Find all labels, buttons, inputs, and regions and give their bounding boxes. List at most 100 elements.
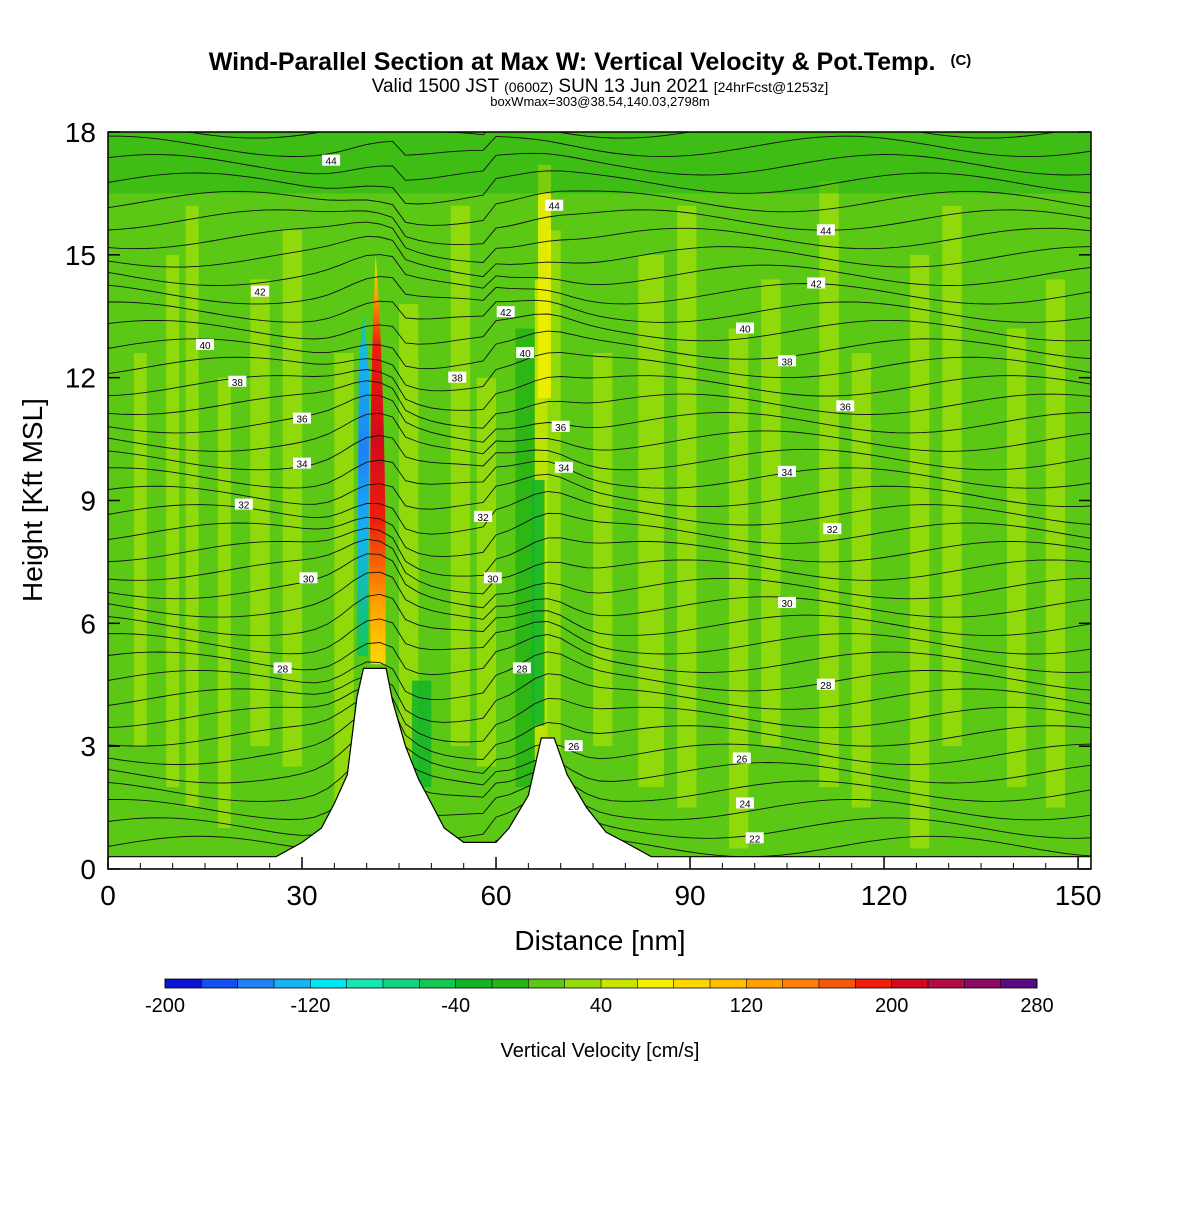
velocity-streak	[761, 279, 781, 747]
isentrope-label: 28	[512, 662, 531, 675]
velocity-streak	[185, 205, 199, 808]
isentrope-label-bg	[807, 277, 826, 289]
isentrope-line	[108, 394, 1091, 443]
isentrope-line	[108, 135, 1091, 158]
colorbar-frame	[164, 978, 1038, 989]
isentrope-label-text: 36	[296, 415, 308, 426]
isentrope-label-bg	[545, 199, 564, 211]
velocity-streak	[450, 205, 471, 747]
isentrope-label: 42	[807, 277, 826, 290]
isentrope-line	[108, 490, 1091, 535]
isentrope-line	[108, 593, 1091, 637]
velocity-streak	[974, 377, 994, 767]
colorbar-tick-label: -40	[441, 995, 470, 1017]
isentrope-label: 44	[322, 154, 341, 168]
subtitle-forecast: [24hrFcst@1253z]	[714, 79, 829, 95]
isentrope-line	[108, 712, 1091, 774]
y-tick-label: 18	[65, 117, 96, 148]
isentrope-line	[108, 276, 1091, 305]
isentrope-line	[108, 221, 1091, 263]
isentrope-label-bg	[250, 285, 269, 297]
colorbar-swatch	[455, 979, 493, 988]
isentrope-line	[108, 435, 1091, 471]
isentrope-label: 36	[293, 412, 312, 426]
isentrope-label-text: 28	[516, 664, 528, 675]
isentrope-label-text: 42	[500, 308, 512, 319]
isentrope-label-text: 32	[827, 525, 839, 536]
colorbar-swatch	[782, 979, 820, 988]
isentrope-line	[108, 673, 1091, 723]
x-tick-label: 0	[100, 880, 116, 911]
isentrope-label-text: 44	[549, 202, 561, 213]
y-tick-label: 15	[65, 240, 96, 271]
y-axis-label: Height [Kft MSL]	[17, 398, 48, 602]
downdraft-core	[356, 312, 370, 657]
isentrope-label-bg	[778, 596, 797, 608]
colorbar-swatch	[274, 979, 311, 988]
colorbar-tick-label: 200	[875, 995, 908, 1017]
chart-title: Wind-Parallel Section at Max W: Vertical…	[209, 48, 972, 76]
isentrope-label-bg	[778, 465, 797, 477]
isentrope-line	[108, 752, 1091, 802]
isentrope-label-text: 36	[840, 402, 852, 413]
updraft-core	[369, 254, 386, 665]
isentrope-label-bg	[778, 355, 797, 367]
isentrope-label-bg	[474, 510, 493, 522]
colorbar-swatch	[819, 979, 856, 988]
isentrope-line	[108, 369, 1091, 411]
y-tick-label: 0	[80, 854, 96, 885]
isentrope-label-bg	[551, 420, 570, 432]
isentrope-label-bg	[554, 461, 573, 473]
isentrope-label-bg	[293, 412, 312, 424]
isentrope-label-text: 32	[238, 501, 250, 512]
colorbar-swatch	[564, 979, 602, 988]
isentrope-label-text: 36	[555, 423, 567, 434]
isentrope-label: 38	[778, 355, 797, 368]
y-tick-label: 3	[80, 731, 96, 762]
isentrope-label-bg	[496, 306, 515, 318]
isentrope-label-bg	[564, 740, 583, 752]
colorbar-swatch	[855, 979, 892, 988]
isentrope-label-bg	[196, 338, 215, 350]
isentrope-label-bg	[234, 498, 253, 510]
colorbar-swatch	[419, 979, 456, 988]
isentrope-line	[108, 473, 1091, 510]
isentrope-label-bg	[816, 678, 835, 690]
isentrope-label-text: 34	[558, 464, 570, 475]
chart-title-text: Wind-Parallel Section at Max W: Vertical…	[209, 48, 936, 76]
isentrope-line	[108, 634, 1091, 676]
isentrope-line	[108, 697, 1091, 760]
subtitle-zulu: (0600Z)	[504, 79, 553, 95]
isentrope-label-text: 38	[452, 374, 464, 385]
colorbar-label: Vertical Velocity [cm/s]	[501, 1040, 700, 1062]
isentrope-label-bg	[448, 371, 467, 383]
colorbar-swatch	[637, 979, 674, 988]
y-tick-label: 6	[80, 608, 96, 639]
colorbar-tick-label: -120	[290, 995, 330, 1017]
isentrope-line	[108, 209, 1091, 246]
isentrope-label-text: 30	[781, 599, 793, 610]
updraft-streak	[538, 164, 551, 399]
isentrope-label: 44	[816, 224, 835, 237]
isentrope-line	[108, 254, 1091, 289]
colorbar-swatch	[492, 979, 529, 988]
colorbar-swatch	[528, 979, 565, 988]
velocity-streak	[166, 254, 180, 788]
velocity-streak	[1006, 328, 1027, 788]
colorbar-swatch	[891, 979, 929, 988]
colorbar-swatch	[601, 979, 638, 988]
velocity-streak	[250, 279, 270, 747]
isentrope-line	[108, 553, 1091, 609]
terrain-profile	[108, 667, 1091, 869]
isentrope-line	[108, 330, 1091, 370]
isentrope-label: 40	[196, 338, 215, 352]
chart-subtitle: Valid 1500 JST (0600Z) SUN 13 Jun 2021 […	[372, 76, 829, 97]
chart-title-mark: (C)	[950, 52, 971, 69]
colorbar-swatch	[673, 979, 711, 988]
isentrope-label: 40	[516, 347, 535, 360]
isentrope-label-text: 38	[781, 357, 793, 368]
colorbar-tick-label: 280	[1020, 995, 1053, 1017]
velocity-streak	[625, 303, 639, 767]
isentrope-label-text: 40	[739, 325, 751, 336]
